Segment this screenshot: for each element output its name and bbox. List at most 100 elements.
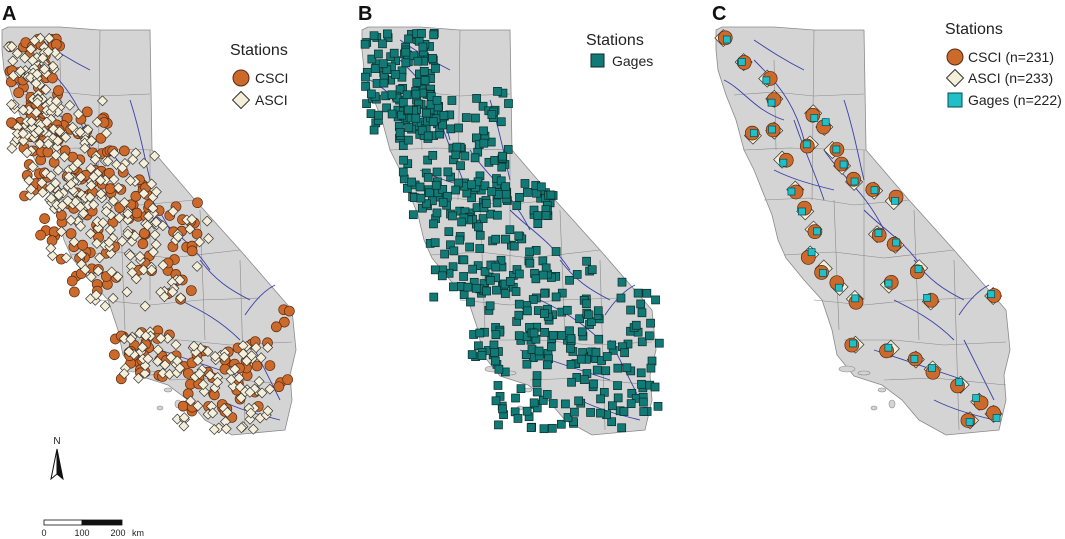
csci-site — [273, 381, 285, 393]
gage-site — [810, 114, 819, 122]
asci-site — [127, 154, 139, 166]
gage-site — [891, 197, 899, 205]
asci-site — [188, 340, 200, 352]
gage-site — [367, 54, 377, 64]
asci-site — [76, 249, 88, 261]
asci-site — [36, 177, 48, 189]
gage-site — [415, 182, 425, 192]
asci-site — [262, 342, 274, 353]
asci-site — [108, 195, 119, 207]
gage-site — [490, 348, 499, 357]
gage-site — [514, 331, 524, 341]
gage-site — [487, 110, 497, 119]
csci-site — [119, 145, 130, 157]
csci-site — [6, 117, 17, 129]
gage-site — [475, 230, 485, 240]
gage-site — [582, 299, 591, 309]
asci-site — [126, 267, 138, 279]
asci-site — [91, 237, 103, 249]
csci-site — [271, 321, 282, 333]
gage-site — [478, 214, 488, 223]
asci-site — [137, 341, 148, 353]
gage-site — [398, 167, 408, 177]
river — [773, 169, 835, 191]
csci-site — [51, 39, 62, 50]
county-boundary — [99, 297, 261, 306]
asci-site — [112, 271, 124, 283]
gage-site — [498, 151, 507, 161]
gage-site — [563, 413, 573, 422]
gage-site — [762, 76, 771, 85]
asci-site — [67, 121, 79, 133]
asci-site — [146, 264, 158, 276]
river — [893, 299, 955, 341]
gage-site — [566, 334, 576, 343]
asci-site — [116, 235, 128, 247]
asci-site — [95, 188, 107, 200]
gage-site — [425, 188, 434, 198]
gage-site — [547, 342, 556, 352]
csci-site — [66, 275, 78, 287]
scale-bar-segment-2 — [81, 519, 123, 526]
gage-site — [423, 131, 433, 141]
asci-site — [60, 252, 72, 264]
gage-site — [374, 110, 383, 120]
asci-site — [11, 128, 23, 140]
gage-site — [577, 327, 587, 337]
asci-site — [29, 35, 41, 47]
csci-site — [264, 360, 276, 371]
gage-site — [884, 279, 893, 288]
gage-site — [451, 150, 461, 160]
gage-site — [459, 272, 468, 281]
gage-site — [511, 393, 520, 403]
gage-site — [834, 283, 843, 292]
island — [877, 387, 887, 393]
panel-letter-c: C — [712, 3, 726, 25]
gage-site — [503, 145, 513, 154]
gage-site — [514, 231, 524, 241]
gage-site — [596, 408, 605, 418]
asci-site — [250, 342, 262, 354]
gage-site — [429, 292, 439, 302]
gage-site — [548, 399, 558, 408]
gage-site — [479, 126, 488, 136]
gage-site — [490, 356, 500, 366]
gage-site — [651, 295, 660, 305]
asci-site — [38, 63, 50, 75]
asci-site — [245, 407, 257, 419]
gage-site — [596, 394, 605, 404]
gage-site — [653, 401, 663, 411]
asci-site — [255, 352, 267, 364]
gage-site — [832, 145, 841, 154]
csci-site — [104, 183, 116, 194]
asci-site — [53, 189, 65, 201]
gage-site — [362, 99, 371, 109]
asci-site — [102, 155, 114, 167]
gage-site — [492, 285, 501, 295]
gage-site — [474, 222, 483, 232]
asci-site — [119, 197, 130, 209]
asci-site — [157, 220, 169, 232]
csci-site — [185, 285, 197, 296]
asci-site — [185, 395, 197, 407]
asci-site — [43, 138, 54, 150]
asci-site — [23, 104, 35, 116]
asci-site — [85, 180, 97, 191]
gage-site — [494, 420, 503, 430]
gage-site — [567, 377, 576, 387]
asci-site — [78, 207, 89, 219]
asci-site — [197, 379, 209, 391]
legend-label-gages-b: Gages — [612, 53, 653, 69]
gage-site — [417, 125, 427, 135]
asci-site — [147, 202, 159, 214]
scale-tick-100: 100 — [74, 528, 89, 538]
asci-site — [54, 125, 66, 137]
gage-site — [529, 328, 539, 338]
gage-site — [470, 153, 480, 163]
gage-site — [374, 49, 383, 59]
gage-site — [636, 299, 646, 309]
gage-site — [515, 269, 524, 279]
asci-site — [68, 236, 80, 248]
asci-site — [229, 363, 241, 375]
